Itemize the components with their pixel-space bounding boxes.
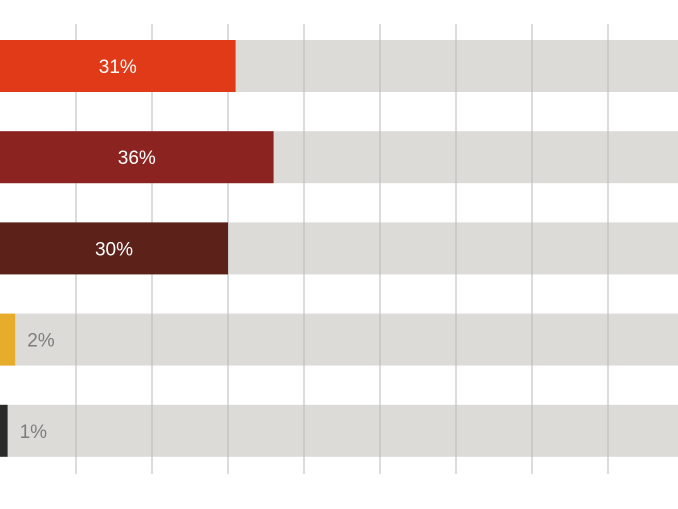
- bar-4: [0, 313, 16, 366]
- bar-5: [0, 404, 8, 457]
- bar-3: [0, 222, 228, 275]
- value-label-2: 36%: [118, 148, 156, 169]
- value-label-3: 30%: [95, 239, 133, 260]
- bars: [0, 40, 274, 457]
- bar-2: [0, 131, 274, 184]
- bar-track-4: [0, 313, 678, 366]
- bar-1: [0, 40, 236, 92]
- value-label-5: 1%: [20, 422, 48, 443]
- bar-tracks: [0, 40, 678, 457]
- value-label-1: 31%: [99, 57, 137, 78]
- value-labels: 31% 36% 30% 2% 1%: [20, 57, 156, 443]
- value-label-4: 2%: [27, 331, 55, 352]
- bar-track-5: [0, 404, 678, 457]
